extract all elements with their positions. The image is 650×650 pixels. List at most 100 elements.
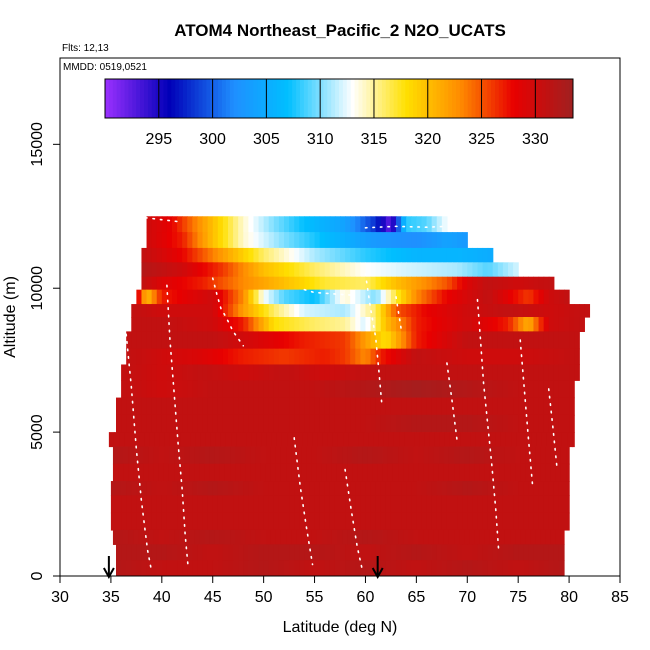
colorbar-swatch — [561, 79, 566, 118]
heatmap-cell — [126, 414, 132, 433]
colorbar-swatch — [444, 79, 449, 118]
heatmap-cell — [243, 232, 249, 249]
heatmap-cell — [141, 276, 148, 291]
heatmap-cell — [513, 348, 519, 366]
heatmap-cell — [233, 276, 239, 291]
heatmap-cell — [179, 446, 185, 465]
heatmap-cell — [299, 276, 305, 291]
heatmap-cell — [421, 232, 428, 249]
heatmap-cell — [418, 529, 425, 545]
heatmap-cell — [294, 560, 300, 576]
heatmap-cell — [360, 560, 367, 576]
heatmap-cell — [502, 276, 509, 291]
heatmap-band — [110, 481, 570, 497]
y-axis-label: Altitude (m) — [2, 276, 19, 358]
heatmap-cell — [253, 276, 260, 291]
heatmap-cell — [472, 380, 479, 399]
heatmap-cell — [396, 216, 402, 233]
heatmap-cell — [177, 276, 183, 291]
heatmap-cell — [202, 414, 209, 433]
heatmap-cell — [322, 432, 329, 448]
heatmap-cell — [513, 414, 519, 433]
heatmap-cell — [449, 432, 456, 448]
heatmap-cell — [163, 463, 170, 482]
heatmap-cell — [228, 331, 234, 350]
heatmap-cell — [482, 414, 489, 433]
heatmap-cell — [268, 276, 275, 291]
heatmap-cell — [172, 216, 178, 233]
heatmap-cell — [457, 276, 463, 291]
heatmap-cell — [518, 276, 524, 291]
heatmap-cell — [360, 348, 367, 366]
heatmap-cell — [355, 512, 361, 531]
heatmap-cell — [406, 560, 412, 576]
heatmap-cell — [289, 247, 295, 263]
flight-track — [395, 296, 402, 330]
heatmap-cell — [431, 414, 438, 433]
y-tick-label: 15000 — [29, 122, 46, 167]
heatmap-cell — [350, 304, 356, 318]
heatmap-cell — [192, 397, 199, 416]
heatmap-cell — [375, 512, 382, 531]
x-tick-label: 65 — [407, 589, 425, 606]
heatmap-cell — [411, 289, 417, 305]
heatmap-cell — [217, 560, 224, 576]
heatmap-cell — [418, 446, 425, 465]
heatmap-cell — [304, 304, 311, 318]
heatmap-cell — [273, 544, 280, 561]
heatmap-cell — [192, 348, 199, 366]
heatmap-cell — [457, 232, 463, 249]
heatmap-cell — [314, 262, 321, 278]
colorbar-swatch — [214, 79, 219, 118]
heatmap-cell — [319, 512, 326, 531]
colorbar-swatch — [385, 79, 391, 118]
heatmap-cell — [202, 232, 209, 249]
heatmap-cell — [533, 348, 540, 366]
heatmap-cell — [126, 397, 132, 416]
heatmap-band — [116, 560, 565, 576]
heatmap-cell — [284, 317, 290, 332]
heatmap-cell — [172, 414, 178, 433]
heatmap-cell — [334, 304, 341, 318]
heatmap-cell — [508, 304, 514, 318]
heatmap-cell — [387, 529, 394, 545]
heatmap-cell — [197, 414, 204, 433]
heatmap-cell — [243, 262, 249, 278]
heatmap-cell — [421, 262, 428, 278]
heatmap-cell — [396, 544, 402, 561]
heatmap-cell — [556, 432, 563, 448]
heatmap-cell — [268, 544, 275, 561]
heatmap-cell — [243, 560, 249, 576]
heatmap-cell — [502, 262, 509, 278]
heatmap-cell — [441, 560, 448, 576]
heatmap-cell — [166, 348, 173, 366]
heatmap-cell — [116, 414, 122, 433]
heatmap-cell — [243, 216, 249, 233]
heatmap-cell — [304, 276, 311, 291]
heatmap-cell — [217, 544, 224, 561]
heatmap-cell — [131, 560, 137, 576]
heatmap-cell — [569, 397, 575, 416]
heatmap-cell — [528, 289, 535, 305]
heatmap-cell — [372, 446, 379, 465]
heatmap-cell — [513, 512, 519, 531]
heatmap-cell — [326, 463, 333, 482]
heatmap-band — [126, 348, 580, 366]
heatmap-cell — [304, 397, 311, 416]
heatmap-band — [112, 463, 570, 482]
heatmap-cell — [525, 463, 531, 482]
heatmap-cell — [340, 289, 346, 305]
heatmap-cell — [370, 348, 377, 366]
heatmap-cell — [177, 495, 183, 514]
heatmap-cell — [350, 232, 356, 249]
heatmap-cell — [477, 317, 484, 332]
heatmap-cell — [421, 364, 428, 381]
heatmap-cell — [268, 331, 275, 350]
heatmap-cell — [182, 331, 188, 350]
heatmap-cell — [219, 463, 226, 482]
heatmap-cell — [370, 544, 377, 561]
heatmap-cell — [375, 544, 382, 561]
heatmap-cell — [345, 364, 351, 381]
heatmap-cell — [161, 495, 168, 514]
heatmap-cell — [385, 380, 392, 399]
